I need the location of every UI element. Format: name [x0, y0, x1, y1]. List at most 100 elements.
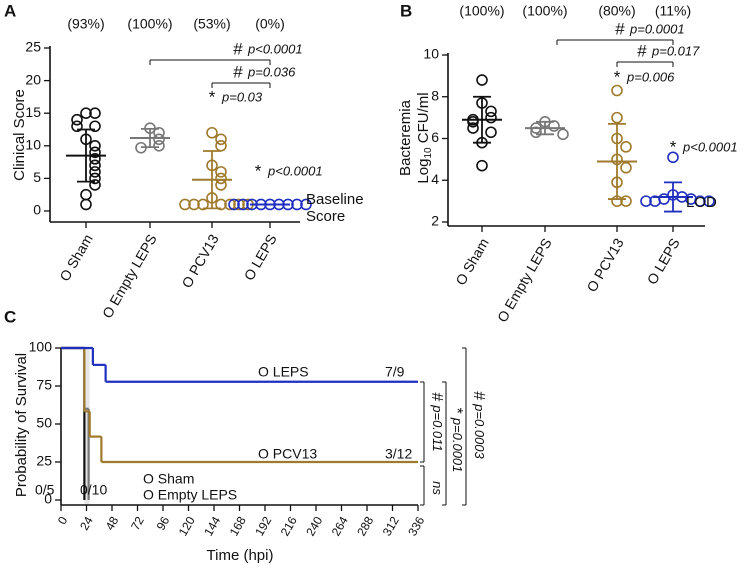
- data-point: [215, 140, 227, 152]
- x-tick-label: O LEPS: [644, 235, 683, 287]
- percent-label: (100%): [522, 3, 567, 19]
- x-tick-label: O LEPS: [241, 231, 280, 283]
- data-point: [640, 195, 652, 207]
- data-point: [206, 126, 218, 139]
- p-value: p=0.036: [247, 64, 296, 79]
- x-tick-label: O PCV13: [178, 231, 222, 290]
- data-point: [485, 111, 497, 124]
- y-tick-label: 25: [25, 39, 41, 55]
- count-label: 0/5: [35, 482, 55, 498]
- data-point: [620, 161, 632, 174]
- significance-symbol: #: [233, 62, 243, 81]
- count-label: 7/9: [385, 364, 405, 380]
- p-value: p=0.017: [651, 43, 700, 58]
- p-value: # p=0.011: [428, 392, 445, 451]
- significance-symbol: #: [233, 39, 243, 58]
- significance-symbol: *: [209, 87, 216, 106]
- x-tick-label: O Sham: [452, 235, 492, 287]
- p-value: p<0.0001: [247, 41, 303, 56]
- y-axis-label: Probability of Survival: [13, 353, 30, 497]
- data-point: [80, 188, 92, 201]
- data-point: [476, 159, 488, 172]
- significance-symbol: #: [428, 392, 445, 401]
- x-tick-label: O PCV13: [583, 235, 627, 294]
- y-tick-label: 15: [25, 104, 41, 120]
- x-tick-label: 0: [55, 514, 71, 527]
- x-tick-label: 288: [354, 514, 376, 539]
- y-label-sub: 10: [423, 147, 434, 159]
- data-point: [179, 198, 191, 211]
- data-point: [703, 195, 715, 207]
- y-tick-label: 25: [36, 453, 52, 469]
- p-value-text: ns: [430, 481, 445, 495]
- percent-label: (80%): [598, 3, 635, 19]
- percent-label: (93%): [67, 16, 104, 32]
- percent-label: (53%): [193, 16, 230, 32]
- data-point: [89, 107, 101, 119]
- data-point: [89, 153, 101, 165]
- y-tick-label: 2: [431, 213, 439, 229]
- x-tick-label: 24: [77, 514, 96, 533]
- data-point: [694, 195, 706, 207]
- note: LOD: [686, 194, 717, 211]
- x-tick-label: O Empty LEPS: [99, 231, 160, 321]
- p-value-text: p=0.0001: [450, 417, 465, 473]
- data-point: [620, 141, 632, 153]
- significance-symbol: #: [615, 19, 625, 38]
- y-axis-label: Clinical Score: [11, 89, 28, 181]
- x-tick-label: O Empty LEPS: [494, 235, 555, 325]
- data-point: [237, 198, 249, 211]
- x-tick-label: 144: [201, 514, 223, 539]
- y-tick-label: 6: [431, 129, 439, 145]
- note: Baseline: [306, 191, 364, 208]
- p-value: p<0.0001: [267, 163, 323, 178]
- p-value-text: p=0.011: [430, 404, 445, 451]
- x-tick-label: 336: [405, 514, 427, 539]
- p-value: p=0.03: [221, 89, 263, 104]
- data-point: [300, 198, 312, 211]
- data-point: [89, 172, 101, 185]
- y-tick-label: 10: [25, 137, 41, 153]
- y-tick-label: 5: [33, 169, 41, 185]
- x-tick-label: 240: [303, 514, 325, 539]
- x-tick-label: 312: [380, 514, 402, 539]
- significance-symbol: *: [614, 67, 621, 86]
- y-label-part: CFU/ml: [415, 92, 432, 147]
- significance-symbol: *: [670, 137, 677, 156]
- data-point: [611, 111, 623, 124]
- percent-label: (100%): [459, 3, 504, 19]
- y-tick-label: 4: [431, 171, 439, 187]
- p-value-text: p=0.0003: [472, 403, 487, 459]
- data-point: [89, 140, 101, 152]
- panel-label: A: [4, 1, 16, 20]
- data-point: [215, 198, 227, 211]
- p-value: p=0.0001: [629, 21, 685, 36]
- count-label: 3/12: [385, 446, 412, 462]
- data-point: [485, 105, 497, 118]
- data-point: [89, 146, 101, 159]
- data-point: [215, 172, 227, 185]
- y-tick-label: 75: [36, 377, 52, 393]
- percent-label: (0%): [255, 16, 285, 32]
- x-tick-label: 168: [227, 514, 249, 539]
- data-point: [71, 120, 83, 133]
- significance-symbol: #: [470, 391, 487, 400]
- data-point: [667, 151, 679, 164]
- x-tick-label: 48: [103, 514, 122, 533]
- x-tick-label: 216: [278, 514, 300, 539]
- x-tick-label: 192: [252, 514, 274, 539]
- data-point: [188, 198, 200, 211]
- panel-label: B: [400, 1, 412, 20]
- data-point: [620, 195, 632, 207]
- series-label: O LEPS: [258, 364, 309, 380]
- data-point: [89, 179, 101, 191]
- data-point: [89, 166, 101, 178]
- x-tick-label: 72: [128, 514, 147, 533]
- data-point: [476, 74, 488, 86]
- data-point: [215, 133, 227, 146]
- data-point: [291, 198, 303, 211]
- panel-label: C: [4, 307, 16, 326]
- data-point: [215, 179, 227, 191]
- series-label: O PCV13: [258, 446, 317, 462]
